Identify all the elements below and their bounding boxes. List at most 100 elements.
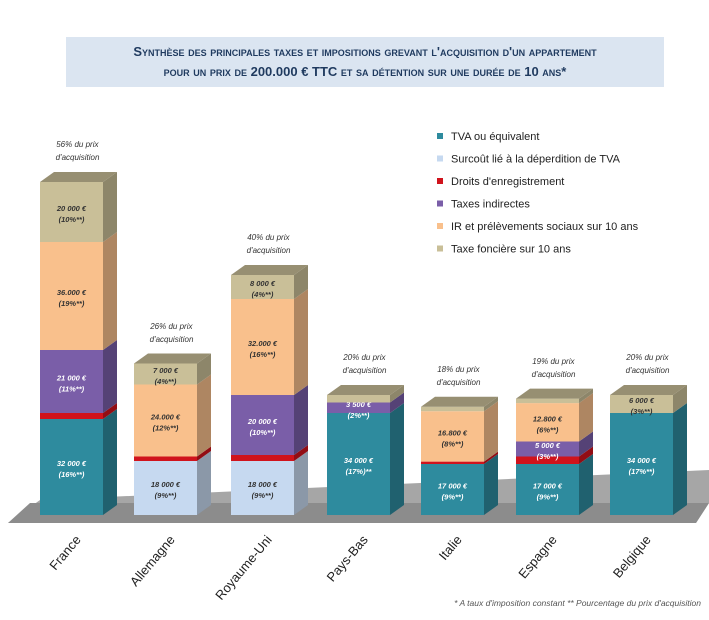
- bar-segment: [327, 395, 390, 403]
- bar-top: [516, 388, 593, 399]
- segment-label: 17 000 € (9%**): [533, 482, 563, 502]
- legend-label: Taxe foncière sur 10 ans: [451, 244, 571, 256]
- bar-segment-side: [103, 340, 117, 413]
- bar-segment-side: [103, 232, 117, 350]
- bar-segment-side: [673, 385, 687, 413]
- bar-segment: [231, 395, 294, 455]
- category-label: Allemagne: [127, 532, 178, 589]
- bar-segment-side: [579, 388, 593, 404]
- bar-segment: [231, 461, 294, 515]
- bar-segment-side: [197, 446, 211, 461]
- segment-label: 24.000 € (12%**): [150, 413, 181, 433]
- segment-label: 12.800 € (6%**): [533, 414, 563, 434]
- bar-segment: [327, 402, 390, 413]
- category-label: France: [46, 532, 84, 573]
- category-label: Pays-Bas: [324, 532, 372, 585]
- bar-segment: [134, 384, 197, 457]
- bar-segment-side: [294, 265, 308, 299]
- bar-segment-side: [673, 403, 687, 515]
- legend-swatch: [437, 155, 443, 162]
- bar-segment: [516, 403, 579, 442]
- bar-segment-side: [294, 451, 308, 515]
- bar-top: [610, 385, 687, 395]
- bar-segment-side: [390, 392, 404, 413]
- bar-segment-side: [484, 454, 498, 515]
- chart-title: Synthèse des principales taxes et imposi…: [66, 37, 664, 87]
- total-annotation: 56% du prix|d'acquisition: [55, 140, 100, 162]
- category-label: Espagne: [515, 532, 559, 581]
- bar-segment-side: [294, 385, 308, 455]
- category-label: Royaume-Uni: [212, 532, 275, 603]
- segment-label: 6 000 € (3%**): [629, 396, 655, 416]
- legend-swatch: [437, 133, 443, 139]
- total-annotation: 20% du prix|d'acquisition: [342, 353, 387, 375]
- legend-swatch: [437, 178, 443, 184]
- bar-segment: [516, 441, 579, 457]
- bar-segment-side: [103, 403, 117, 419]
- bar-segment-side: [197, 451, 211, 515]
- bar-segment-side: [294, 289, 308, 395]
- segment-label: 32.000 € (16%**): [248, 339, 278, 359]
- bar-segment: [134, 363, 197, 385]
- segment-label: 5 000 € (3%**): [535, 441, 561, 461]
- bar-segment: [40, 419, 103, 515]
- segment-label: 18 000 € (9%**): [151, 480, 181, 500]
- bar-segment-side: [197, 353, 211, 385]
- segment-label: 36.000 € (19%**): [57, 288, 87, 308]
- bar-segment-side: [484, 396, 498, 412]
- bar-segment: [516, 398, 579, 404]
- legend-label: IR et prélèvements sociaux sur 10 ans: [451, 221, 639, 233]
- bar-top: [134, 353, 211, 364]
- bar-segment-side: [103, 409, 117, 515]
- total-annotation: 18% du prix|d'acquisition: [436, 364, 481, 387]
- bar-segment-side: [103, 172, 117, 242]
- legend-label: Taxes indirectes: [451, 199, 530, 211]
- segment-label: 20 000 € (10%**): [56, 204, 87, 224]
- segment-label: 16.800 € (8%**): [438, 428, 468, 448]
- bar-segment: [40, 350, 103, 413]
- bar-segment: [40, 242, 103, 350]
- total-annotation: 26% du prix|d'acquisition: [149, 321, 194, 344]
- total-annotation: 19% du prix|d'acquisition: [531, 356, 576, 379]
- segment-label: 17 000 € (9%**): [438, 482, 468, 502]
- bar-top: [231, 265, 308, 275]
- bar-segment: [421, 406, 484, 412]
- bar-segment-side: [579, 454, 593, 515]
- legend-label: Droits d'enregistrement: [451, 176, 564, 188]
- bar-segment: [516, 464, 579, 515]
- bar-segment-side: [294, 445, 308, 461]
- bar-segment: [421, 461, 484, 464]
- total-annotation: 40% du prix|d'acquisition: [246, 233, 291, 255]
- bar-top: [421, 396, 498, 407]
- bar-segment: [231, 275, 294, 299]
- segment-label: 18 000 € (9%**): [248, 480, 278, 500]
- bar-segment-side: [484, 401, 498, 462]
- legend-label: TVA ou équivalent: [451, 131, 539, 143]
- bar-segment-side: [579, 393, 593, 442]
- bar-segment: [134, 456, 197, 461]
- bar-segment: [610, 413, 673, 515]
- bar-segment: [516, 456, 579, 464]
- total-annotation: 20% du prix|d'acquisition: [625, 353, 670, 375]
- segment-label: 34 000 € (17%**): [627, 456, 657, 476]
- legend-swatch: [437, 200, 443, 207]
- category-label: Italie: [436, 532, 465, 563]
- bar-segment-side: [579, 431, 593, 457]
- bar-segment: [610, 395, 673, 413]
- segment-label: 3 500 € (2%**): [346, 400, 372, 420]
- bar-segment: [421, 464, 484, 515]
- bar-segment: [40, 413, 103, 419]
- bar-segment-side: [579, 446, 593, 464]
- legend-label: Surcoût lié à la déperdition de TVA: [451, 154, 621, 166]
- bar-segment-side: [197, 374, 211, 457]
- bar-segment: [231, 455, 294, 461]
- segment-label: 32 000 € (16%**): [57, 459, 87, 479]
- segment-label: 20 000 € (10%**): [247, 417, 278, 437]
- segment-label: 7 000 € (4%**): [153, 366, 179, 386]
- bar-segment: [421, 411, 484, 462]
- category-label: Belgique: [610, 532, 654, 580]
- bar-segment: [327, 413, 390, 515]
- segment-label: 8 000 € (4%**): [250, 279, 276, 299]
